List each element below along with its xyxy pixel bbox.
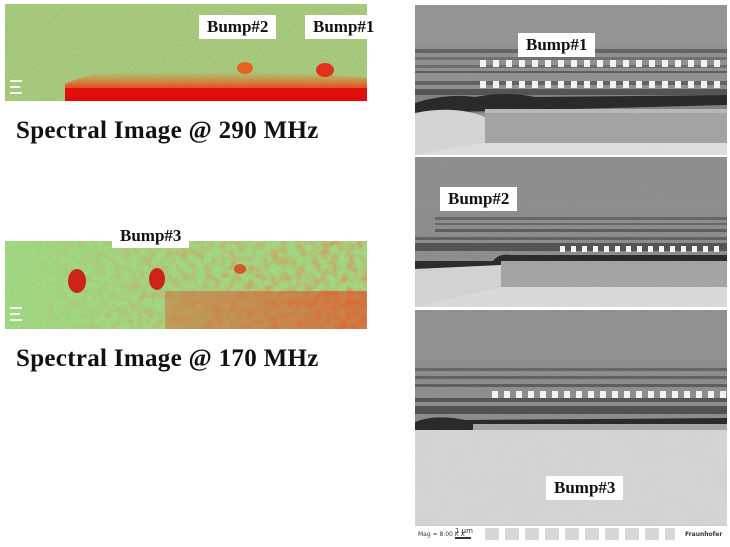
bump-pad [552,391,558,398]
sem-panel-3 [415,310,727,525]
sem-brand-logo: Fraunhofer [685,531,723,538]
sem-parameters [485,528,675,540]
sem-micrograph [415,5,727,525]
bump-pad [636,391,642,398]
bump-pad [588,391,594,398]
sem-scale-bar [455,537,471,539]
bump-pad [519,60,525,67]
bump-pad [492,391,498,398]
bump-pad [623,60,629,67]
bump-pad [519,81,525,88]
bump-pad [576,391,582,398]
sem-panel-1 [415,5,727,155]
bump-pad [597,60,603,67]
bump-pad [649,81,655,88]
bump-pad [545,60,551,67]
bump-pad [714,246,719,252]
bump-pad [610,81,616,88]
bump-pad [662,81,668,88]
label-bump-1-sem: Bump#1 [518,33,596,57]
bump-pad [516,391,522,398]
bump-pad [675,81,681,88]
bump-pad [670,246,675,252]
bump-pad [714,60,720,67]
bump-pad [648,391,654,398]
sem-cross-section-stack [415,5,727,542]
label-bump-1-spectral: Bump#1 [305,15,383,39]
bump-pad [493,81,499,88]
bump-pad [558,60,564,67]
bump-pad [688,81,694,88]
bump-pad [506,81,512,88]
bump-pad [720,391,726,398]
bump-pad [610,60,616,67]
bump-pad [701,81,707,88]
bump-pad [701,60,707,67]
bump-pad [571,246,576,252]
bump-pad [532,60,538,67]
bump-pad [626,246,631,252]
bump-pad [660,391,666,398]
bump-pad [615,246,620,252]
bump-pad [696,391,702,398]
bump-pad [624,391,630,398]
bump-pad [593,246,598,252]
bump-pad [558,81,564,88]
bump-pad [493,60,499,67]
bump-pad [692,246,697,252]
sem-panel-2 [415,157,727,307]
bump-pad [684,391,690,398]
bump-pad [659,246,664,252]
bump-pad [714,81,720,88]
bump-pad [571,81,577,88]
bump-pad [600,391,606,398]
bump-pad [612,391,618,398]
bump-pad [623,81,629,88]
caption-170mhz: Spectral Image @ 170 MHz [16,345,319,372]
bump-pad [564,391,570,398]
bump-pad [582,246,587,252]
spectral-image-170mhz [5,241,367,329]
bump-pad [636,81,642,88]
sem-magnification: Mag = 8.00 K X [418,531,465,538]
caption-290mhz: Spectral Image @ 290 MHz [16,117,319,144]
label-bump-2-spectral: Bump#2 [199,15,277,39]
bump-pad [708,391,714,398]
bump-pad [545,81,551,88]
label-bump-2-sem: Bump#2 [440,187,518,211]
bump-pad [540,391,546,398]
bump-pad [604,246,609,252]
bump-pad [560,246,565,252]
bump-pad [637,246,642,252]
bump-pad [636,60,642,67]
bump-pad [597,81,603,88]
bump-pad [703,246,708,252]
bump-pad [648,246,653,252]
bump-pad [480,60,486,67]
spectral-heatmap-170 [5,241,367,329]
bump-pad [649,60,655,67]
bump-pad [571,60,577,67]
bump-pad [584,60,590,67]
bump-pad [681,246,686,252]
bump-pad [675,60,681,67]
bump-pad [584,81,590,88]
bump-pad [672,391,678,398]
sem-info-bar: Mag = 8.00 K X 1 μm Fraunhofer [415,525,727,544]
bump-pad [662,60,668,67]
bump-pad [532,81,538,88]
bump-pad [506,60,512,67]
bump-pad [480,81,486,88]
bump-pad [688,60,694,67]
label-bump-3-sem: Bump#3 [546,476,624,500]
bump-pad [504,391,510,398]
label-bump-3-spectral: Bump#3 [112,224,190,248]
sem-scale-bar-label: 1 μm [455,527,473,535]
bump-pad [528,391,534,398]
